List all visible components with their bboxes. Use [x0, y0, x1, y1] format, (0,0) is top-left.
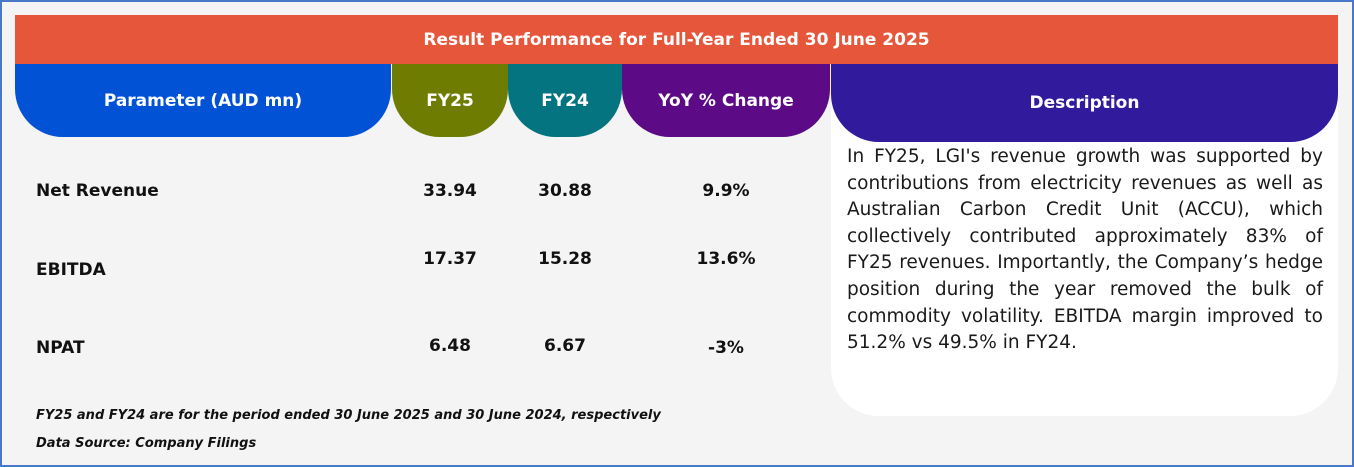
table-row-ebitda: EBITDA 17.37 15.28 13.6% [2, 249, 831, 280]
row-fy24-value: 6.67 [544, 336, 586, 356]
description-panel [831, 102, 1338, 416]
header-fy25: FY25 [392, 64, 508, 137]
header-parameter: Parameter (AUD mn) [15, 64, 391, 137]
table-row-net-revenue: Net Revenue 33.94 30.88 9.9% [2, 181, 831, 211]
row-fy24-value: 15.28 [538, 249, 592, 269]
row-fy24-value: 30.88 [538, 181, 592, 201]
row-label: Net Revenue [36, 181, 159, 201]
row-yoy-value: 9.9% [702, 181, 750, 201]
row-yoy-value: 13.6% [696, 249, 756, 269]
row-label: EBITDA [36, 260, 106, 280]
table-row-npat: NPAT 6.48 6.67 -3% [2, 336, 831, 366]
row-label: NPAT [36, 338, 85, 358]
row-yoy-value: -3% [708, 338, 744, 358]
row-fy25-value: 6.48 [429, 336, 471, 356]
header-description: Description [831, 64, 1338, 142]
row-fy25-value: 33.94 [423, 181, 477, 201]
row-fy25-value: 17.37 [423, 249, 477, 269]
footnote-source: Data Source: Company Filings [36, 436, 257, 451]
table-title: Result Performance for Full-Year Ended 3… [15, 15, 1338, 64]
header-fy24: FY24 [508, 64, 622, 137]
description-text: In FY25, LGI's revenue growth was suppor… [847, 146, 1323, 354]
footnote-period: FY25 and FY24 are for the period ended 3… [36, 408, 661, 423]
header-yoy-change: YoY % Change [622, 64, 830, 137]
